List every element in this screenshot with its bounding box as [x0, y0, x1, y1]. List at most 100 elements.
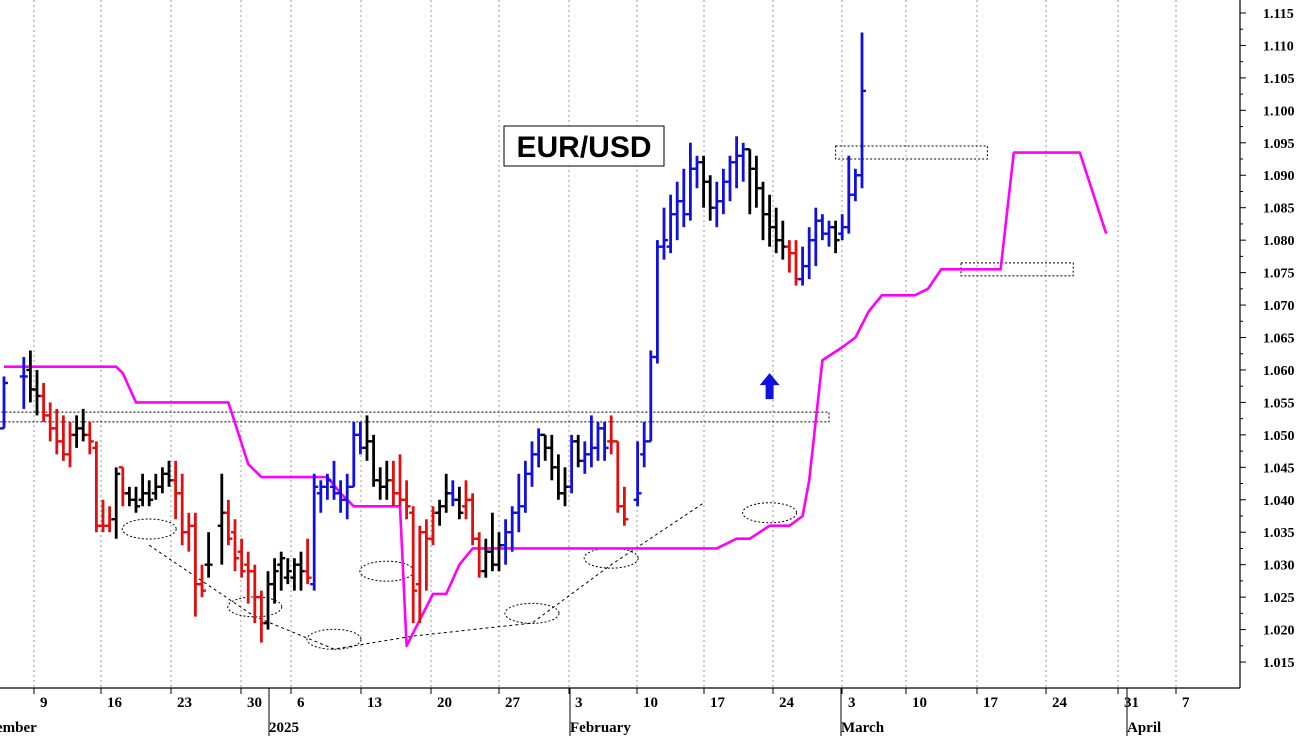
- ohlc-bar: [785, 240, 794, 273]
- ohlc-bar: [613, 440, 622, 513]
- y-tick-label: 1.055: [1263, 396, 1295, 411]
- x-day-label: 23: [177, 695, 192, 711]
- x-day-label: 24: [1052, 695, 1068, 711]
- ellipse-marker: [306, 628, 362, 650]
- y-tick-label: 1.040: [1263, 494, 1295, 509]
- ohlc-bar: [693, 155, 701, 189]
- y-tick-label: 1.110: [1263, 39, 1294, 54]
- ohlc-bar: [316, 480, 325, 513]
- ohlc-bar: [165, 460, 173, 487]
- dashed-box: [0, 411, 830, 423]
- ohlc-bar: [290, 558, 299, 591]
- y-tick-label: 1.100: [1263, 104, 1295, 119]
- ohlc-bar: [204, 532, 213, 578]
- ellipse-marker: [583, 547, 639, 569]
- ohlc-bar: [435, 499, 444, 526]
- ellipse-marker: [742, 502, 798, 524]
- ohlc-bar: [719, 168, 728, 215]
- x-axis-labels: 9 16 23 30 6 13 20 27 3 10 17 24 3 10 17 24 31 7 ember 2025…: [0, 688, 1190, 736]
- ohlc-bar: [481, 538, 490, 578]
- ohlc-bar: [640, 421, 649, 468]
- y-tick-label: 1.105: [1263, 72, 1295, 87]
- ohlc-bar: [455, 486, 464, 520]
- x-day-label: 20: [437, 695, 452, 711]
- ohlc-bar: [679, 168, 688, 228]
- ohlc-bar: [646, 350, 655, 443]
- ohlc-bar: [158, 467, 167, 494]
- ohlc-bar: [712, 181, 721, 228]
- x-day-label: 7: [1182, 695, 1190, 711]
- ohlc-bar: [66, 421, 74, 468]
- ohlc-bar: [85, 421, 94, 455]
- ohlc-bar: [653, 240, 662, 364]
- ohlc-bar: [396, 454, 404, 507]
- ohlc-bar: [660, 207, 668, 260]
- x-day-label: 24: [779, 695, 795, 711]
- ohlc-bar: [79, 408, 88, 442]
- x-day-label: 31: [1124, 695, 1139, 711]
- ellipse-marker: [227, 596, 283, 618]
- y-tick-label: 1.020: [1263, 624, 1295, 639]
- ohlc-bar: [666, 194, 675, 254]
- vertical-gridlines: [33, 0, 1177, 688]
- ohlc-bar: [244, 551, 253, 604]
- ohlc-bar: [310, 473, 319, 591]
- dashed-box: [835, 145, 988, 160]
- ohlc-bar: [323, 473, 332, 500]
- y-tick-label: 1.030: [1263, 559, 1295, 574]
- ohlc-bar: [217, 473, 226, 565]
- ohlc-bar: [528, 441, 536, 487]
- ellipse-marker: [359, 560, 415, 582]
- y-tick-label: 1.075: [1263, 267, 1295, 282]
- ohlc-bar: [389, 460, 398, 507]
- x-day-label: 13: [367, 695, 382, 711]
- x-day-label: 10: [643, 695, 658, 711]
- chart-annotations: [0, 145, 1074, 650]
- x-day-label: 17: [710, 695, 726, 711]
- chart-title: EUR/USD: [516, 131, 651, 164]
- ohlc-bar: [19, 356, 28, 409]
- x-day-label: 30: [247, 695, 262, 711]
- ohlc-bar: [145, 480, 154, 507]
- y-tick-label: 1.050: [1263, 429, 1295, 444]
- y-tick-label: 1.090: [1263, 169, 1295, 184]
- ohlc-bar: [514, 473, 523, 533]
- ohlc-bar: [811, 207, 820, 267]
- ohlc-bar: [125, 486, 134, 507]
- ohlc-bar: [521, 460, 530, 513]
- ohlc-bar: [231, 519, 239, 572]
- x-month-label: ember: [0, 720, 37, 736]
- ohlc-bar: [376, 467, 385, 500]
- ohlc-bar: [818, 214, 827, 241]
- x-month-label: April: [1127, 720, 1161, 736]
- y-tick-label: 1.025: [1263, 591, 1295, 606]
- x-month-label: February: [570, 720, 631, 736]
- ohlc-bar: [620, 486, 629, 526]
- ohlc-bar: [270, 558, 279, 604]
- ohlc-bar: [547, 434, 556, 481]
- ohlc-bar: [580, 441, 589, 474]
- ellipse-marker: [504, 602, 560, 624]
- x-day-label: 3: [575, 695, 583, 711]
- x-day-label: 3: [848, 695, 856, 711]
- ohlc-bar: [369, 434, 378, 487]
- ohlc-bar: [706, 175, 715, 221]
- axes: [0, 0, 1241, 689]
- trailing-stop-series: [4, 151, 1108, 648]
- y-tick-label: 1.085: [1263, 202, 1295, 217]
- ohlc-bar: [765, 194, 774, 247]
- ohlc-bar: [805, 227, 814, 280]
- ohlc-bar: [686, 142, 695, 221]
- ohlc-bar: [138, 473, 147, 507]
- ohlc-bar: [501, 519, 510, 565]
- ohlc-bar: [0, 376, 8, 430]
- ohlc-bar: [745, 148, 754, 215]
- ohlc-bar: [600, 421, 609, 461]
- ohlc-bar: [422, 519, 431, 591]
- ohlc-bar: [831, 220, 840, 254]
- ohlc-bar: [851, 168, 860, 202]
- ohlc-bars: [0, 32, 866, 643]
- x-day-label: 6: [297, 695, 305, 711]
- y-tick-label: 1.060: [1263, 364, 1295, 379]
